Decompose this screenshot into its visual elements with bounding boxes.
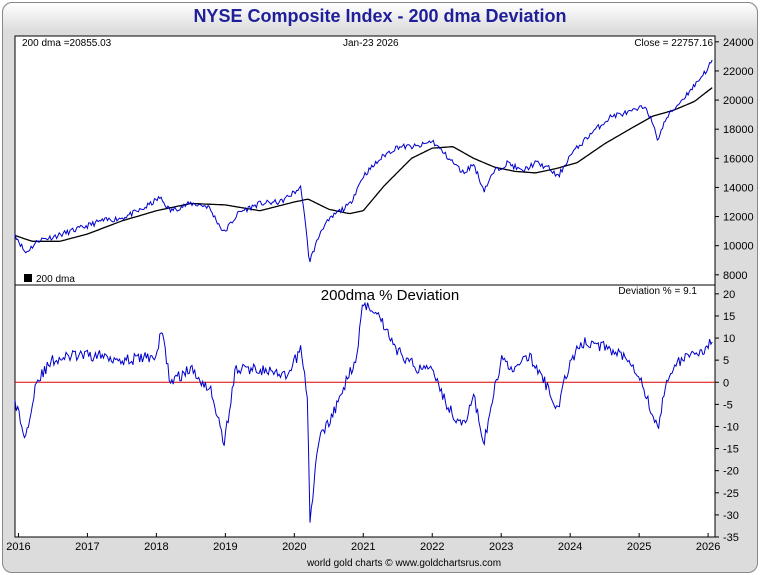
x-tick-label: 2019 xyxy=(213,541,237,553)
x-tick-label: 2026 xyxy=(696,541,720,553)
price-y-tick-label: 10000 xyxy=(723,241,754,253)
price-y-tick-label: 16000 xyxy=(723,153,754,165)
deviation-y-tick-label: -30 xyxy=(723,510,739,522)
x-tick-label: 2022 xyxy=(420,541,444,553)
price-y-tick-label: 18000 xyxy=(723,124,754,136)
footer-credit: world gold charts © www.goldchartsrus.co… xyxy=(306,558,501,569)
price-y-tick-label: 8000 xyxy=(723,270,747,282)
price-y-tick-label: 12000 xyxy=(723,212,754,224)
deviation-y-tick-label: -20 xyxy=(723,466,739,478)
deviation-value-label: Deviation % = 9.1 xyxy=(618,286,697,297)
deviation-y-tick-label: 5 xyxy=(723,355,729,367)
chart-title: NYSE Composite Index - 200 dma Deviation xyxy=(193,6,567,26)
deviation-y-tick-label: 15 xyxy=(723,311,735,323)
x-tick-label: 2021 xyxy=(351,541,375,553)
deviation-y-tick-label: -25 xyxy=(723,488,739,500)
title-bar: NYSE Composite Index - 200 dma Deviation xyxy=(3,3,757,31)
deviation-y-tick-label: -5 xyxy=(723,399,733,411)
legend-swatch xyxy=(24,274,32,282)
price-y-tick-label: 22000 xyxy=(723,66,754,78)
deviation-panel xyxy=(14,284,716,538)
close-value-label: Close = 22757.16 xyxy=(634,38,713,49)
dma-series-line xyxy=(14,87,713,242)
deviation-y-tick-label: 0 xyxy=(723,377,729,389)
x-tick-label: 2018 xyxy=(144,541,168,553)
deviation-y-tick-label: 10 xyxy=(723,333,735,345)
x-tick-label: 2020 xyxy=(282,541,306,553)
deviation-y-tick-label: 20 xyxy=(723,289,735,301)
dma-value-label: 200 dma =20855.03 xyxy=(22,38,112,49)
deviation-series-line xyxy=(14,301,713,523)
deviation-y-tick-label: -15 xyxy=(723,444,739,456)
price-y-tick-label: 24000 xyxy=(723,37,754,49)
x-tick-label: 2017 xyxy=(75,541,99,553)
legend-label: 200 dma xyxy=(36,274,75,285)
x-tick-label: 2025 xyxy=(627,541,651,553)
deviation-title: 200dma % Deviation xyxy=(321,287,459,304)
deviation-y-tick-label: -10 xyxy=(723,421,739,433)
deviation-y-tick-label: -35 xyxy=(723,532,739,544)
date-label: Jan-23 2026 xyxy=(343,38,399,49)
ticks-layer: 8000 10000 12000 14000 16000 18000 20000 22000 2… xyxy=(6,37,753,553)
price-panel xyxy=(14,35,716,286)
price-series-line xyxy=(14,59,713,263)
x-tick-label: 2024 xyxy=(558,541,582,553)
price-y-tick-label: 14000 xyxy=(723,182,754,194)
x-tick-label: 2016 xyxy=(6,541,30,553)
x-tick-label: 2023 xyxy=(489,541,513,553)
price-y-tick-label: 20000 xyxy=(723,95,754,107)
